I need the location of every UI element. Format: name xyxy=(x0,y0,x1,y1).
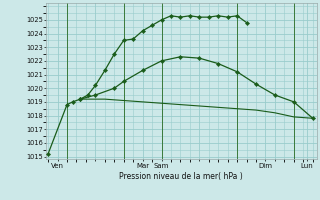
X-axis label: Pression niveau de la mer( hPa ): Pression niveau de la mer( hPa ) xyxy=(119,172,243,181)
